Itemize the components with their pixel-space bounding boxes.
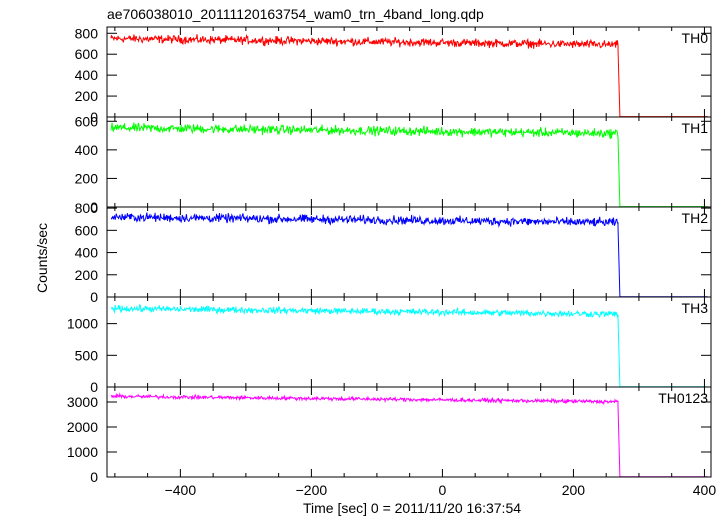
x-tick-label: −400: [165, 482, 197, 498]
panel-frame-th0123: [106, 386, 712, 478]
panel-label-th0123: TH0123: [658, 390, 708, 406]
y-tick-label: 600: [75, 222, 99, 238]
series-line-th2: [110, 212, 708, 298]
series-line-th3: [110, 303, 708, 388]
x-tick-label: −200: [296, 482, 328, 498]
panel-frame-th1: [106, 116, 712, 208]
y-tick-label: 1000: [67, 316, 98, 332]
panel-frame-th2: [106, 206, 712, 298]
series-line-th0123: [110, 392, 708, 478]
y-tick-label: 0: [90, 109, 98, 125]
y-tick-label: 200: [75, 267, 99, 283]
y-tick-label: 800: [75, 200, 99, 216]
x-tick-label: 0: [439, 482, 447, 498]
y-tick-label: 600: [75, 46, 99, 62]
y-tick-label: 0: [90, 289, 98, 305]
x-tick-label: 200: [562, 482, 586, 498]
series-line-th1: [110, 122, 708, 208]
y-tick-label: 0: [90, 379, 98, 395]
y-tick-label: 400: [75, 67, 99, 83]
panels-group: 0 200 400 600 800 TH0 0 200 400 600 TH1 0 200 400 600 8…: [67, 25, 716, 498]
y-tick-label: 400: [75, 142, 99, 158]
y-tick-label: 800: [75, 25, 99, 41]
x-axis-label: Time [sec] 0 = 2011/11/20 16:37:54: [303, 500, 521, 516]
series-line-th0: [110, 33, 708, 118]
y-tick-label: 500: [75, 347, 99, 363]
y-tick-label: 200: [75, 170, 99, 186]
chart-title: ae706038010_20111120163754_wam0_trn_4ban…: [107, 6, 484, 22]
y-tick-label: 600: [75, 113, 99, 129]
y-tick-label: 1000: [67, 444, 98, 460]
y-tick-label: 0: [90, 199, 98, 215]
y-axis-label: Counts/sec: [34, 223, 50, 293]
panel-label-th2: TH2: [682, 210, 709, 226]
y-tick-label: 0: [90, 469, 98, 485]
y-tick-label: 400: [75, 245, 99, 261]
panel-label-th1: TH1: [682, 120, 709, 136]
panel-label-th3: TH3: [682, 300, 709, 316]
x-tick-label: 400: [693, 482, 717, 498]
y-tick-label: 2000: [67, 419, 98, 435]
panel-label-th0: TH0: [682, 30, 709, 46]
y-tick-label: 200: [75, 88, 99, 104]
y-tick-label: 3000: [67, 394, 98, 410]
